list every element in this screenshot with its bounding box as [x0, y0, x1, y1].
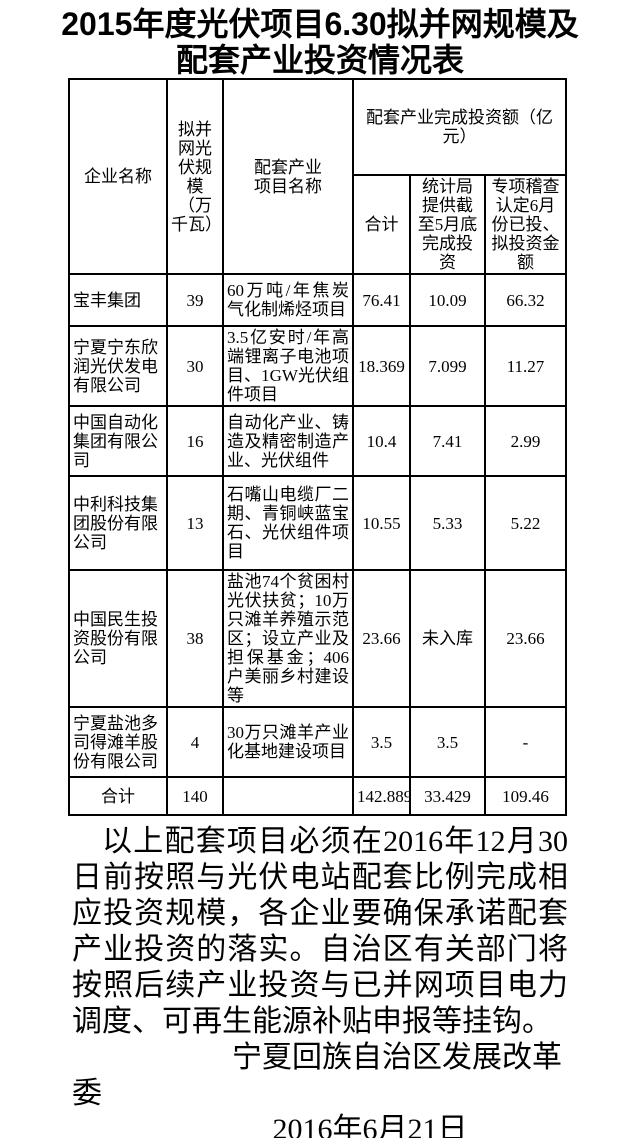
header-project-cell: 配套产业项目名称: [222, 78, 354, 275]
total-cell: 10.55: [352, 475, 411, 571]
table-row: 中利科技集团股份有限公司 13 石嘴山电缆厂二期、青铜峡蓝宝石、光伏组件项目 1…: [68, 475, 568, 571]
header-audit-cell: 专项稽查认定6月份已投、拟投资金额: [483, 174, 568, 275]
stats-cell: 5.33: [409, 475, 486, 571]
notes-paragraph: 以上配套项目必须在2016年12月30日前按照与光伏电站配套比例完成相应投资规模…: [72, 825, 568, 1038]
project-cell: 60万吨/年焦炭气化制烯烃项目: [222, 273, 354, 327]
audit-cell: 23.66: [483, 569, 568, 708]
project-cell: 3.5亿安时/年高端锂离子电池项目、1GW光伏组件项目: [222, 325, 354, 407]
total-cell: 76.41: [352, 273, 411, 327]
company-cell: 宝丰集团: [68, 273, 168, 327]
header-project-label: 配套产业项目名称: [254, 157, 322, 196]
scale-cell: 13: [166, 475, 224, 571]
stats-cell: 3.5: [409, 706, 486, 778]
stats-cell: 10.09: [409, 273, 486, 327]
project-cell: 石嘴山电缆厂二期、青铜峡蓝宝石、光伏组件项目: [222, 475, 354, 571]
total-cell: 3.5: [352, 706, 411, 778]
table-row: 中国民生投资股份有限公司 38 盐池74个贫困村光伏扶贫；10万只滩羊养殖示范区…: [68, 569, 568, 708]
audit-cell: 2.99: [483, 405, 568, 477]
company-cell: 宁夏宁东欣润光伏发电有限公司: [68, 325, 168, 407]
scale-cell: 38: [166, 569, 224, 708]
signature: 宁夏回族自治区发展改革委: [72, 1041, 562, 1110]
table-row: 中国自动化集团有限公司 16 自动化产业、铸造及精密制造产业、光伏组件 10.4…: [68, 405, 568, 477]
scale-cell: 4: [166, 706, 224, 778]
header-subtotal-cell: 合计: [352, 174, 411, 275]
project-cell: 自动化产业、铸造及精密制造产业、光伏组件: [222, 405, 354, 477]
project-cell: 盐池74个贫困村光伏扶贫；10万只滩羊养殖示范区；设立产业及担保基金；406户美…: [222, 569, 354, 708]
company-cell: 宁夏盐池多司得滩羊股份有限公司: [68, 706, 168, 778]
audit-cell: 5.22: [483, 475, 568, 571]
document-date: 2016年6月21日: [272, 1113, 468, 1138]
total-sum-cell: 142.889: [352, 776, 411, 816]
total-audit-cell: 109.46: [483, 776, 568, 816]
table-row: 宝丰集团 39 60万吨/年焦炭气化制烯烃项目 76.41 10.09 66.3…: [68, 273, 568, 327]
total-cell: 23.66: [352, 569, 411, 708]
investment-table: 企业名称 拟并网光伏规模（万千瓦） 配套产业项目名称 配套产业完成投资额（亿元）…: [68, 78, 568, 816]
company-cell: 中利科技集团股份有限公司: [68, 475, 168, 571]
audit-cell: -: [483, 706, 568, 778]
total-row: 合计 140 142.889 33.429 109.46: [68, 776, 568, 816]
scale-cell: 39: [166, 273, 224, 327]
scale-cell: 30: [166, 325, 224, 407]
project-cell: 30万只滩羊产业化基地建设项目: [222, 706, 354, 778]
total-stats-cell: 33.429: [409, 776, 486, 816]
audit-cell: 66.32: [483, 273, 568, 327]
scale-cell: 16: [166, 405, 224, 477]
header-stats-bureau-cell: 统计局提供截至5月底完成投资: [409, 174, 486, 275]
total-scale-cell: 140: [166, 776, 224, 816]
header-company-cell: 企业名称: [68, 78, 168, 275]
table-row: 宁夏宁东欣润光伏发电有限公司 30 3.5亿安时/年高端锂离子电池项目、1GW光…: [68, 325, 568, 407]
header-scale-cell: 拟并网光伏规模（万千瓦）: [166, 78, 224, 275]
header-row-2: 合计 统计局提供截至5月底完成投资 专项稽查认定6月份已投、拟投资金额: [69, 174, 568, 275]
total-cell: 18.369: [352, 325, 411, 407]
document-title: 2015年度光伏项目6.30拟并网规模及配套产业投资情况表: [61, 6, 579, 78]
table-row: 宁夏盐池多司得滩羊股份有限公司 4 30万只滩羊产业化基地建设项目 3.5 3.…: [68, 706, 568, 778]
company-cell: 中国民生投资股份有限公司: [68, 569, 168, 708]
notes-section: 以上配套项目必须在2016年12月30日前按照与光伏电站配套比例完成相应投资规模…: [0, 824, 640, 1138]
audit-cell: 11.27: [483, 325, 568, 407]
total-label-cell: 合计: [68, 776, 168, 816]
stats-cell: 7.41: [409, 405, 486, 477]
stats-cell: 未入库: [409, 569, 486, 708]
header-investment-group-cell: 配套产业完成投资额（亿元）: [351, 78, 568, 176]
header-row-1: 企业名称 拟并网光伏规模（万千瓦） 配套产业项目名称 配套产业完成投资额（亿元）: [68, 78, 568, 275]
stats-cell: 7.099: [409, 325, 486, 407]
total-cell: 10.4: [352, 405, 411, 477]
total-project-cell: [222, 776, 354, 816]
company-cell: 中国自动化集团有限公司: [68, 405, 168, 477]
